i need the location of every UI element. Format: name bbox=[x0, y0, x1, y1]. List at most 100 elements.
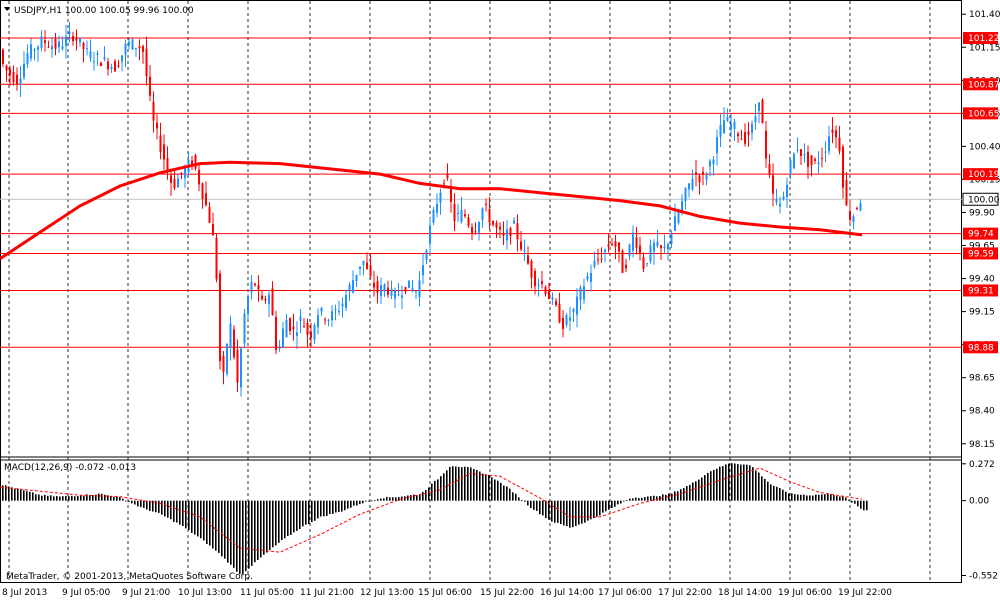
candle-body bbox=[362, 260, 365, 265]
level-label: 99.74 bbox=[968, 230, 994, 240]
candle-body bbox=[79, 37, 81, 43]
macd-bar bbox=[722, 466, 724, 501]
macd-bar bbox=[848, 499, 850, 501]
candle-body bbox=[670, 232, 673, 244]
candle-body bbox=[695, 172, 697, 175]
candle-body bbox=[723, 120, 725, 134]
macd-bar bbox=[209, 500, 211, 546]
macd-bar bbox=[224, 500, 226, 559]
candle-body bbox=[352, 280, 354, 293]
macd-bar bbox=[728, 463, 730, 501]
candle-body bbox=[387, 287, 389, 295]
candle-body bbox=[432, 209, 435, 223]
candle-body bbox=[138, 46, 141, 49]
macd-bar bbox=[155, 500, 157, 513]
macd-bar bbox=[227, 500, 229, 563]
macd-bar bbox=[770, 484, 772, 501]
candle-body bbox=[653, 242, 655, 252]
candle-body bbox=[709, 160, 711, 167]
candle-body bbox=[436, 203, 438, 213]
macd-bar bbox=[776, 486, 778, 501]
macd-bar bbox=[581, 500, 583, 524]
macd-bar bbox=[701, 477, 703, 501]
candle-body bbox=[565, 315, 568, 325]
level-label: 100.87 bbox=[968, 80, 1000, 90]
macd-bar bbox=[203, 500, 205, 541]
macd-bar bbox=[350, 500, 352, 508]
macd-bar bbox=[305, 500, 307, 525]
candle-body bbox=[86, 48, 88, 50]
macd-bar bbox=[653, 495, 655, 501]
macd-bar bbox=[476, 470, 478, 501]
candle-body bbox=[663, 246, 666, 249]
macd-bar bbox=[170, 500, 172, 520]
macd-bar bbox=[239, 500, 241, 575]
macd-bar bbox=[755, 470, 757, 501]
candle-body bbox=[702, 171, 704, 175]
time-label: 11 Jul 21:00 bbox=[300, 588, 354, 598]
candle-body bbox=[705, 175, 708, 180]
macd-bar bbox=[674, 491, 676, 501]
macd-bar bbox=[359, 500, 361, 505]
candle-body bbox=[257, 285, 260, 290]
macd-bar bbox=[362, 500, 364, 504]
macd-bar bbox=[839, 496, 841, 501]
macd-bar bbox=[464, 466, 466, 501]
candle-body bbox=[835, 130, 837, 138]
candle-body bbox=[373, 282, 375, 288]
macd-bar bbox=[38, 494, 40, 501]
macd-bar bbox=[632, 498, 634, 501]
macd-bar bbox=[152, 500, 154, 512]
macd-bar bbox=[479, 471, 481, 501]
macd-bar bbox=[332, 500, 334, 514]
candle-body bbox=[677, 211, 680, 223]
level-labels: 101.22100.87100.65100.1999.7499.5999.319… bbox=[963, 32, 1000, 354]
candle-body bbox=[215, 237, 218, 280]
macd-bar bbox=[77, 495, 79, 501]
candle-body bbox=[348, 284, 351, 292]
macd-bar bbox=[146, 500, 148, 510]
candle-body bbox=[562, 317, 564, 329]
macd-bar bbox=[506, 486, 508, 501]
candle-body bbox=[495, 222, 498, 228]
macd-bar bbox=[725, 464, 727, 501]
candle-body bbox=[425, 250, 428, 261]
candle-body bbox=[639, 245, 641, 254]
macd-bar bbox=[812, 495, 814, 501]
candle-body bbox=[520, 241, 522, 250]
dropdown-triangle-icon[interactable] bbox=[4, 7, 10, 11]
candle-body bbox=[142, 46, 144, 52]
candle-body bbox=[135, 48, 137, 50]
macd-bar bbox=[218, 500, 220, 553]
macd-bar bbox=[185, 500, 187, 529]
macd-bar bbox=[296, 500, 298, 531]
macd-bar bbox=[167, 500, 169, 518]
macd-bar bbox=[200, 500, 202, 539]
macd-bar bbox=[650, 496, 652, 501]
candle-body bbox=[285, 320, 288, 338]
candles bbox=[2, 22, 862, 397]
macd-bar bbox=[635, 497, 637, 501]
candle-body bbox=[775, 198, 778, 203]
macd-bar bbox=[494, 479, 496, 501]
candle-body bbox=[607, 244, 610, 247]
macd-bar bbox=[344, 500, 346, 511]
price-tick-label: 100.40 bbox=[969, 142, 1000, 152]
candle-body bbox=[278, 347, 281, 349]
candle-body bbox=[72, 35, 74, 41]
macd-bar bbox=[50, 495, 52, 501]
macd-bar bbox=[521, 499, 523, 501]
macd-bar bbox=[149, 500, 151, 512]
macd-bar bbox=[86, 494, 88, 501]
candle-body bbox=[411, 288, 414, 291]
time-label: 19 Jul 06:00 bbox=[778, 588, 832, 598]
candle-body bbox=[527, 255, 529, 264]
candle-body bbox=[331, 311, 333, 321]
macd-bar bbox=[431, 483, 433, 501]
macd-bar bbox=[587, 500, 589, 521]
macd-bar bbox=[530, 500, 532, 509]
macd-bar bbox=[536, 500, 538, 511]
macd-bar bbox=[461, 467, 463, 501]
macd-bar bbox=[14, 488, 16, 501]
horizontal-levels bbox=[0, 37, 962, 348]
